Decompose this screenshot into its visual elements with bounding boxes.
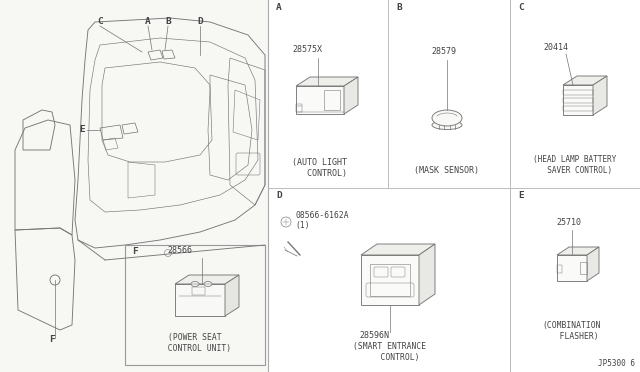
Text: (SMART ENTRANCE: (SMART ENTRANCE — [353, 342, 427, 351]
Text: A: A — [145, 17, 151, 26]
Text: CONTROL): CONTROL) — [361, 353, 419, 362]
Polygon shape — [296, 77, 358, 86]
Polygon shape — [296, 86, 344, 114]
Polygon shape — [419, 244, 435, 305]
Text: 28579: 28579 — [431, 47, 456, 56]
Polygon shape — [587, 247, 599, 281]
Text: A: A — [276, 3, 282, 12]
Text: SAVER CONTROL): SAVER CONTROL) — [538, 166, 612, 175]
Text: (1): (1) — [295, 221, 310, 230]
Text: E: E — [518, 191, 524, 200]
Text: 08566-6162A: 08566-6162A — [295, 211, 349, 220]
Text: F: F — [49, 336, 55, 344]
Polygon shape — [563, 85, 593, 115]
Text: 28566: 28566 — [168, 246, 193, 255]
Polygon shape — [175, 284, 225, 316]
Text: (COMBINATION: (COMBINATION — [543, 321, 601, 330]
Text: 28575X: 28575X — [292, 45, 322, 54]
Ellipse shape — [432, 121, 462, 129]
Polygon shape — [557, 255, 587, 281]
Ellipse shape — [191, 282, 199, 286]
Text: D: D — [276, 191, 282, 200]
Text: D: D — [197, 17, 203, 26]
Text: FLASHER): FLASHER) — [545, 332, 599, 341]
Polygon shape — [344, 77, 358, 114]
Polygon shape — [361, 244, 435, 255]
Text: 28596N: 28596N — [359, 331, 389, 340]
Polygon shape — [563, 76, 607, 85]
Text: (AUTO LIGHT: (AUTO LIGHT — [292, 158, 348, 167]
Text: C: C — [97, 17, 103, 26]
Polygon shape — [175, 275, 239, 284]
Text: CONTROL UNIT): CONTROL UNIT) — [159, 344, 232, 353]
Text: JP5300 6: JP5300 6 — [598, 359, 635, 368]
Polygon shape — [557, 247, 599, 255]
Text: F: F — [132, 247, 138, 256]
Text: E: E — [79, 125, 85, 135]
Text: B: B — [396, 3, 402, 12]
Ellipse shape — [204, 282, 212, 286]
Polygon shape — [361, 255, 419, 305]
Ellipse shape — [432, 110, 462, 126]
Text: B: B — [165, 17, 171, 26]
Text: 25710: 25710 — [556, 218, 581, 227]
Polygon shape — [0, 0, 268, 372]
Text: 20414: 20414 — [543, 43, 568, 52]
Text: (MASK SENSOR): (MASK SENSOR) — [415, 166, 479, 175]
Polygon shape — [225, 275, 239, 316]
Text: (POWER SEAT: (POWER SEAT — [168, 333, 222, 342]
Text: (HEAD LAMP BATTERY: (HEAD LAMP BATTERY — [533, 155, 616, 164]
Polygon shape — [593, 76, 607, 115]
Text: C: C — [518, 3, 524, 12]
Text: CONTROL): CONTROL) — [292, 169, 348, 178]
